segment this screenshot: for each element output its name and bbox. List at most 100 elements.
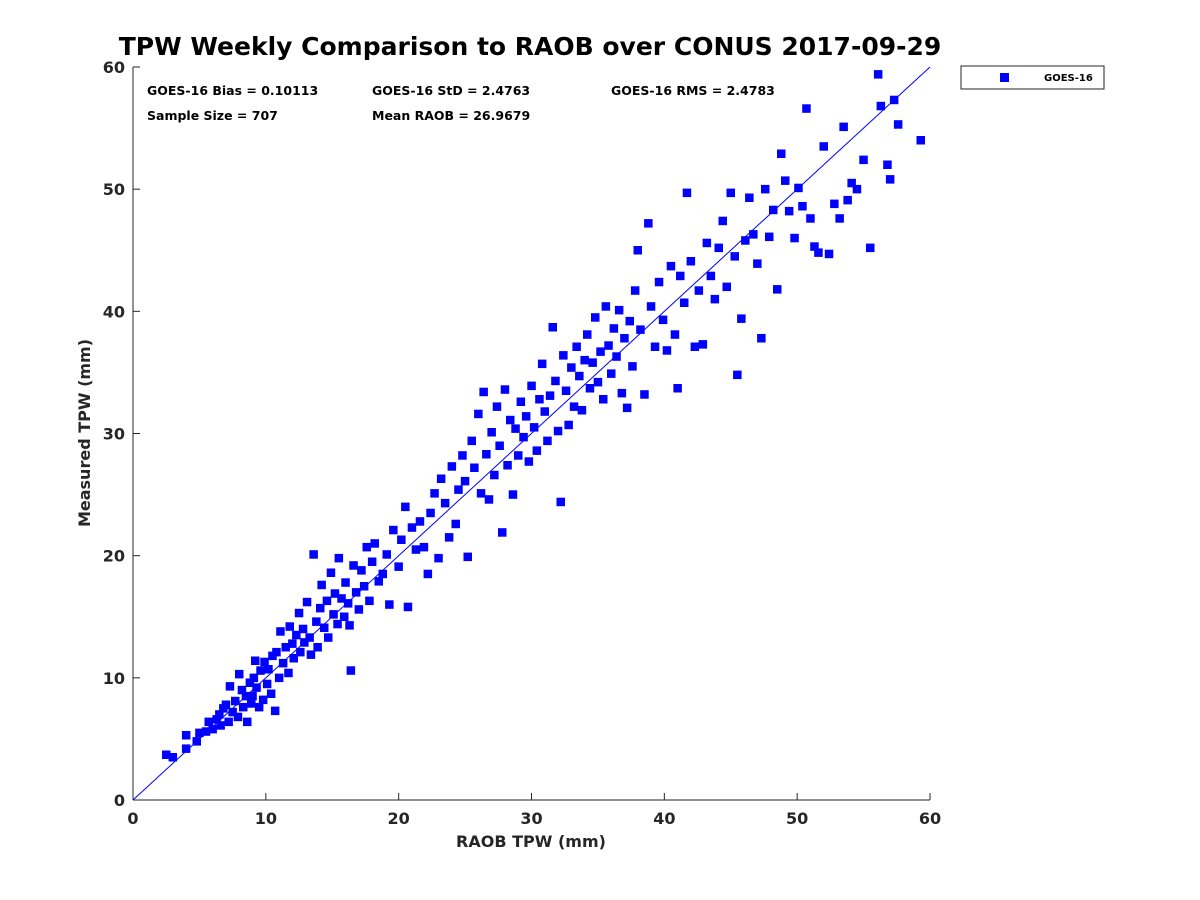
data-point bbox=[537, 359, 547, 369]
data-point bbox=[583, 330, 592, 339]
data-point bbox=[617, 388, 627, 398]
data-point bbox=[506, 415, 515, 425]
data-point bbox=[239, 702, 248, 712]
data-point bbox=[916, 136, 925, 145]
data-point bbox=[201, 727, 211, 736]
data-point bbox=[569, 402, 579, 411]
data-point bbox=[710, 294, 720, 304]
data-point bbox=[883, 160, 892, 169]
data-point bbox=[511, 424, 520, 433]
data-point bbox=[532, 446, 542, 455]
data-point bbox=[302, 597, 312, 607]
x-tick-label: 10 bbox=[255, 809, 277, 828]
data-point bbox=[423, 569, 433, 579]
data-point bbox=[577, 406, 587, 415]
data-point bbox=[484, 495, 494, 504]
data-point bbox=[745, 193, 754, 202]
data-point bbox=[324, 633, 333, 642]
data-point bbox=[403, 602, 413, 612]
data-point bbox=[309, 550, 318, 559]
data-point bbox=[235, 669, 244, 679]
data-point bbox=[221, 700, 231, 709]
data-point bbox=[599, 395, 608, 404]
data-point bbox=[294, 608, 304, 618]
data-point bbox=[757, 334, 766, 343]
data-point bbox=[415, 517, 425, 526]
data-point bbox=[889, 95, 899, 105]
data-point bbox=[411, 545, 421, 554]
data-point bbox=[266, 689, 276, 698]
x-tick-label: 20 bbox=[388, 809, 410, 828]
legend: GOES-16 bbox=[960, 65, 1105, 90]
data-point bbox=[467, 436, 476, 446]
data-point bbox=[614, 305, 624, 315]
data-point bbox=[278, 658, 288, 668]
data-point bbox=[702, 238, 712, 248]
legend-marker-goes-16 bbox=[1000, 73, 1009, 82]
data-point bbox=[529, 423, 539, 432]
x-axis-label: RAOB TPW (mm) bbox=[456, 832, 606, 851]
data-point bbox=[208, 724, 217, 734]
data-point bbox=[514, 451, 523, 460]
data-point bbox=[284, 668, 293, 678]
data-point bbox=[351, 588, 361, 597]
data-point bbox=[367, 557, 377, 566]
data-point bbox=[479, 387, 488, 397]
data-point bbox=[382, 550, 391, 559]
data-point bbox=[365, 596, 374, 606]
stat-bias: GOES-16 Bias = 0.10113 bbox=[147, 83, 318, 98]
data-point bbox=[773, 285, 782, 294]
data-point bbox=[385, 600, 394, 609]
x-tick-label: 60 bbox=[919, 809, 941, 828]
data-point bbox=[440, 498, 450, 508]
data-point bbox=[300, 638, 309, 647]
data-point bbox=[397, 535, 406, 544]
data-point bbox=[254, 702, 264, 712]
data-point bbox=[830, 199, 839, 209]
x-tick-label: 40 bbox=[653, 809, 675, 828]
data-point bbox=[298, 624, 308, 634]
data-point bbox=[777, 149, 786, 158]
data-point bbox=[839, 122, 848, 132]
data-point bbox=[451, 519, 460, 529]
data-point bbox=[885, 175, 895, 184]
data-point bbox=[272, 647, 281, 657]
data-point bbox=[620, 334, 629, 343]
data-point bbox=[487, 428, 496, 437]
data-point bbox=[640, 390, 649, 399]
data-point bbox=[680, 298, 689, 307]
data-point bbox=[535, 395, 544, 404]
data-point bbox=[819, 142, 828, 151]
data-point bbox=[737, 314, 746, 323]
data-point bbox=[346, 666, 356, 675]
data-point bbox=[292, 630, 301, 640]
data-point bbox=[673, 384, 682, 393]
data-point bbox=[419, 542, 429, 552]
data-point bbox=[329, 610, 338, 619]
data-point bbox=[646, 302, 656, 311]
y-tick-label: 40 bbox=[103, 302, 125, 321]
data-point bbox=[270, 706, 280, 716]
data-point bbox=[866, 243, 875, 253]
data-point bbox=[215, 710, 224, 719]
data-point bbox=[670, 330, 680, 339]
data-points bbox=[162, 70, 925, 762]
data-point bbox=[474, 409, 483, 419]
chart-title: TPW Weekly Comparison to RAOB over CONUS… bbox=[119, 32, 942, 61]
data-point bbox=[607, 369, 616, 378]
data-point bbox=[654, 277, 664, 287]
data-point bbox=[559, 351, 568, 360]
data-point bbox=[802, 104, 811, 113]
data-point bbox=[575, 371, 584, 381]
data-point bbox=[181, 731, 191, 740]
legend-box bbox=[960, 65, 1105, 90]
data-point bbox=[463, 552, 472, 562]
data-point bbox=[320, 623, 329, 632]
x-tick-label: 50 bbox=[786, 809, 808, 828]
data-point bbox=[216, 721, 225, 730]
data-point bbox=[407, 523, 417, 532]
data-point bbox=[492, 402, 502, 411]
data-point bbox=[162, 750, 171, 759]
data-point bbox=[274, 673, 284, 683]
data-point bbox=[444, 533, 454, 542]
